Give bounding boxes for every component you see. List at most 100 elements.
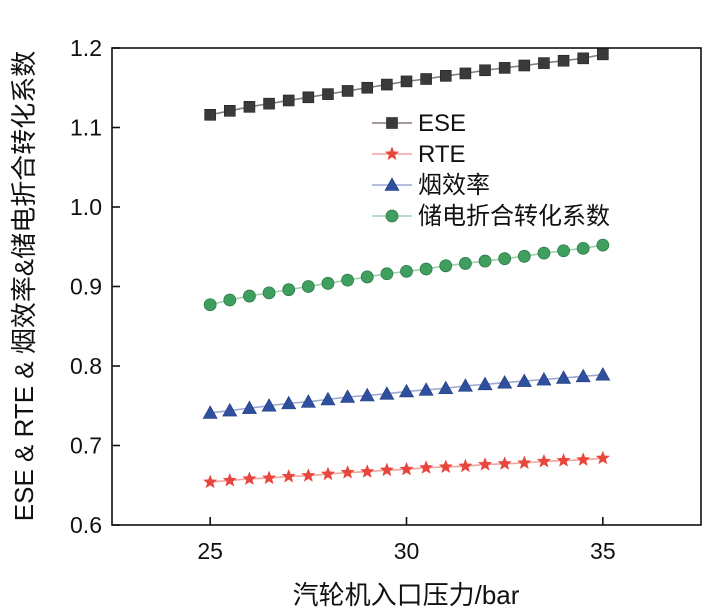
plot-frame bbox=[111, 47, 702, 526]
data-point bbox=[517, 249, 531, 263]
data-point bbox=[222, 402, 238, 417]
data-point bbox=[458, 257, 472, 270]
data-point bbox=[575, 368, 591, 383]
legend-item: 储电折合转化系数 bbox=[372, 203, 610, 230]
y-tick-label: 0.7 bbox=[70, 433, 102, 459]
data-point bbox=[595, 367, 611, 381]
data-point bbox=[204, 108, 216, 121]
data-point bbox=[497, 375, 513, 389]
legend-marker bbox=[384, 146, 400, 161]
data-point bbox=[301, 468, 316, 482]
x-axis-title: 汽轮机入口压力/bar bbox=[293, 580, 520, 610]
data-point bbox=[517, 455, 532, 470]
legend-marker bbox=[384, 177, 400, 191]
series-3 bbox=[202, 367, 611, 419]
data-point bbox=[438, 459, 453, 474]
legend-label: ESE bbox=[418, 110, 466, 137]
data-point bbox=[556, 370, 572, 384]
data-point bbox=[400, 264, 413, 278]
data-point bbox=[557, 244, 570, 258]
data-point bbox=[360, 464, 375, 478]
data-point bbox=[516, 373, 532, 387]
data-point bbox=[359, 387, 375, 402]
data-point bbox=[262, 286, 276, 300]
data-point bbox=[340, 389, 356, 403]
data-point bbox=[281, 468, 296, 483]
data-point bbox=[536, 371, 552, 386]
data-point bbox=[261, 470, 277, 485]
legend-item: RTE bbox=[372, 141, 466, 168]
data-point bbox=[202, 405, 218, 419]
data-point bbox=[360, 270, 374, 284]
data-point bbox=[243, 101, 256, 113]
data-point bbox=[322, 88, 334, 100]
legend-marker bbox=[386, 117, 398, 129]
data-point bbox=[380, 267, 394, 281]
data-point bbox=[340, 464, 355, 479]
legend-label: 储电折合转化系数 bbox=[418, 203, 610, 230]
data-point bbox=[243, 289, 256, 303]
data-point bbox=[242, 471, 257, 485]
data-point bbox=[341, 273, 355, 287]
data-point bbox=[477, 457, 493, 471]
y-tick-label: 0.6 bbox=[70, 512, 102, 538]
data-point bbox=[479, 64, 491, 77]
data-point bbox=[478, 254, 492, 268]
data-point bbox=[418, 382, 434, 396]
data-point bbox=[361, 81, 374, 94]
data-point bbox=[439, 70, 452, 82]
data-point bbox=[596, 238, 610, 252]
data-point bbox=[458, 458, 473, 473]
data-point bbox=[320, 466, 336, 481]
data-point bbox=[595, 450, 611, 465]
x-axis: 25 30 35 bbox=[197, 517, 616, 564]
data-point bbox=[497, 456, 512, 470]
legend-item: 烟效率 bbox=[372, 172, 490, 199]
data-point bbox=[419, 262, 433, 276]
data-point bbox=[261, 398, 277, 412]
data-point bbox=[439, 259, 453, 273]
x-tick-label: 25 bbox=[197, 538, 223, 564]
data-point bbox=[302, 91, 315, 104]
data-point bbox=[498, 62, 511, 74]
data-point bbox=[224, 105, 236, 117]
data-point bbox=[597, 48, 609, 61]
data-point bbox=[438, 380, 454, 395]
data-point bbox=[418, 460, 434, 474]
data-point bbox=[241, 400, 257, 414]
series-1 bbox=[204, 48, 609, 121]
y-axis-title: ESE & RTE & 烟效率&储电折合转化系数 bbox=[9, 51, 39, 521]
data-point bbox=[576, 241, 590, 255]
data-point bbox=[420, 73, 432, 85]
legend-item: ESE bbox=[372, 110, 466, 137]
series-layer bbox=[202, 48, 611, 489]
y-axis: 0.6 0.7 0.8 0.9 1.0 1.1 1.2 bbox=[70, 35, 120, 538]
data-point bbox=[300, 394, 316, 408]
legend-marker bbox=[385, 209, 399, 223]
data-point bbox=[222, 472, 237, 487]
data-point bbox=[557, 54, 570, 67]
y-tick-label: 1.0 bbox=[70, 194, 102, 220]
data-point bbox=[223, 293, 237, 307]
data-point bbox=[341, 85, 354, 97]
data-point bbox=[321, 276, 335, 290]
series-2 bbox=[202, 450, 611, 489]
data-point bbox=[399, 461, 414, 476]
data-point bbox=[556, 453, 571, 467]
data-point bbox=[379, 386, 395, 400]
data-point bbox=[498, 252, 512, 266]
y-tick-label: 1.1 bbox=[70, 115, 102, 141]
data-point bbox=[381, 78, 393, 91]
data-point bbox=[282, 283, 296, 297]
data-point bbox=[263, 97, 275, 110]
y-tick-label: 0.9 bbox=[70, 274, 102, 300]
data-point bbox=[282, 94, 295, 107]
data-point bbox=[457, 378, 473, 392]
data-point bbox=[459, 67, 472, 80]
data-point bbox=[379, 462, 395, 477]
data-point bbox=[202, 474, 218, 489]
legend-label: RTE bbox=[418, 141, 466, 168]
data-point bbox=[536, 453, 552, 468]
x-tick-label: 35 bbox=[590, 538, 616, 564]
